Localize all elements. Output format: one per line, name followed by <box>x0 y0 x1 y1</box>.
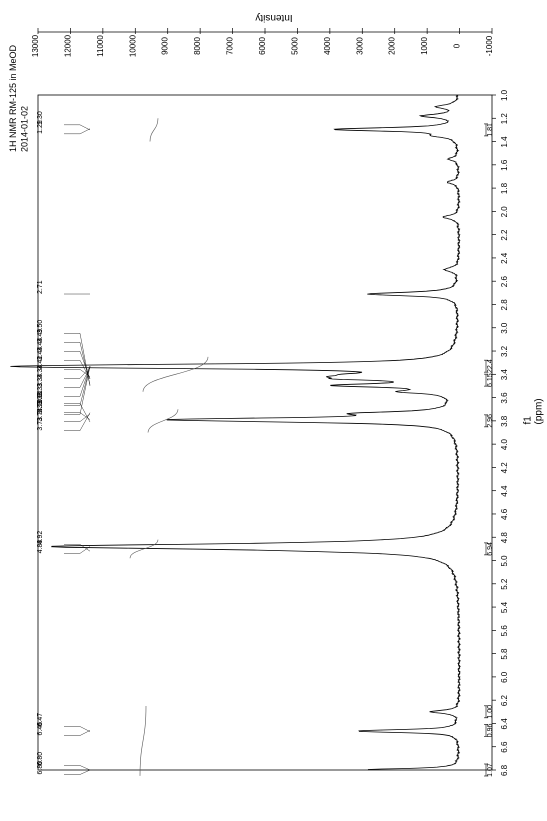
svg-text:2.2: 2.2 <box>500 229 509 241</box>
svg-text:6.80: 6.80 <box>37 761 44 775</box>
svg-text:6.8: 6.8 <box>500 764 509 776</box>
header-block: 1H NMR RM-125 in MeOD 2014-01-02 <box>8 45 31 152</box>
svg-text:6.15: 6.15 <box>487 373 494 387</box>
svg-text:1.81: 1.81 <box>487 123 494 137</box>
svg-text:4.8: 4.8 <box>500 532 509 544</box>
svg-text:11000: 11000 <box>96 35 105 57</box>
svg-text:4.2: 4.2 <box>500 462 509 474</box>
svg-text:0: 0 <box>453 43 462 48</box>
svg-text:2.4: 2.4 <box>500 252 509 264</box>
svg-text:1.2: 1.2 <box>500 113 509 125</box>
svg-text:12000: 12000 <box>63 34 72 57</box>
svg-text:7000: 7000 <box>226 37 235 55</box>
svg-text:1.29: 1.29 <box>37 120 44 134</box>
svg-text:4.4: 4.4 <box>500 485 509 497</box>
svg-text:5.8: 5.8 <box>500 648 509 660</box>
svg-text:5.4: 5.4 <box>500 601 509 613</box>
svg-text:2.8: 2.8 <box>500 299 509 311</box>
svg-text:6.46: 6.46 <box>37 722 44 736</box>
svg-text:2.71: 2.71 <box>37 280 44 294</box>
svg-text:5.6: 5.6 <box>500 625 509 637</box>
svg-text:3000: 3000 <box>355 37 364 55</box>
svg-text:3.73: 3.73 <box>37 417 44 431</box>
svg-text:1.07: 1.07 <box>487 763 494 777</box>
svg-text:6.6: 6.6 <box>500 741 509 753</box>
intensity-axis-label: Intensity <box>255 12 292 23</box>
svg-text:3.0: 3.0 <box>500 322 509 334</box>
svg-text:9000: 9000 <box>161 37 170 55</box>
svg-text:3.8: 3.8 <box>500 415 509 427</box>
svg-text:8000: 8000 <box>193 37 202 55</box>
svg-text:6.2: 6.2 <box>500 695 509 707</box>
svg-text:5.2: 5.2 <box>500 578 509 590</box>
nmr-chart-container: Intensity 1H NMR RM-125 in MeOD 2014-01-… <box>0 0 547 821</box>
svg-text:4.0: 4.0 <box>500 438 509 450</box>
svg-text:1.00: 1.00 <box>487 705 494 719</box>
svg-text:3.6: 3.6 <box>500 392 509 404</box>
svg-text:4.88: 4.88 <box>37 540 44 554</box>
svg-text:5.0: 5.0 <box>500 555 509 567</box>
svg-text:0.96: 0.96 <box>487 724 494 738</box>
svg-text:6.4: 6.4 <box>500 718 509 730</box>
svg-text:6000: 6000 <box>258 37 267 55</box>
svg-text:2.6: 2.6 <box>500 276 509 288</box>
ppm-axis-label: f1 (ppm) <box>523 397 545 424</box>
svg-text:1000: 1000 <box>420 37 429 55</box>
svg-text:2.96: 2.96 <box>487 414 494 428</box>
svg-text:3.2: 3.2 <box>500 345 509 357</box>
header-line2: 2014-01-02 <box>20 106 30 152</box>
svg-text:-1000: -1000 <box>485 35 494 56</box>
svg-text:3.4: 3.4 <box>500 369 509 381</box>
svg-text:5000: 5000 <box>290 37 299 55</box>
svg-text:1.4: 1.4 <box>500 136 509 148</box>
nmr-spectrum-svg: 1300012000110001000090008000700060005000… <box>0 0 547 821</box>
svg-text:2.0: 2.0 <box>500 206 509 218</box>
svg-text:3.33: 3.33 <box>37 401 44 415</box>
svg-text:10000: 10000 <box>128 34 137 57</box>
svg-text:1.8: 1.8 <box>500 182 509 194</box>
svg-text:6.0: 6.0 <box>500 671 509 683</box>
svg-text:6.94: 6.94 <box>487 542 494 556</box>
svg-text:4.6: 4.6 <box>500 508 509 520</box>
svg-text:4000: 4000 <box>323 37 332 55</box>
svg-text:2000: 2000 <box>388 37 397 55</box>
svg-text:13000: 13000 <box>31 34 40 57</box>
header-line1: 1H NMR RM-125 in MeOD <box>8 45 18 152</box>
svg-text:1.0: 1.0 <box>500 89 509 101</box>
svg-text:1.6: 1.6 <box>500 159 509 171</box>
svg-text:22.4: 22.4 <box>487 359 494 373</box>
